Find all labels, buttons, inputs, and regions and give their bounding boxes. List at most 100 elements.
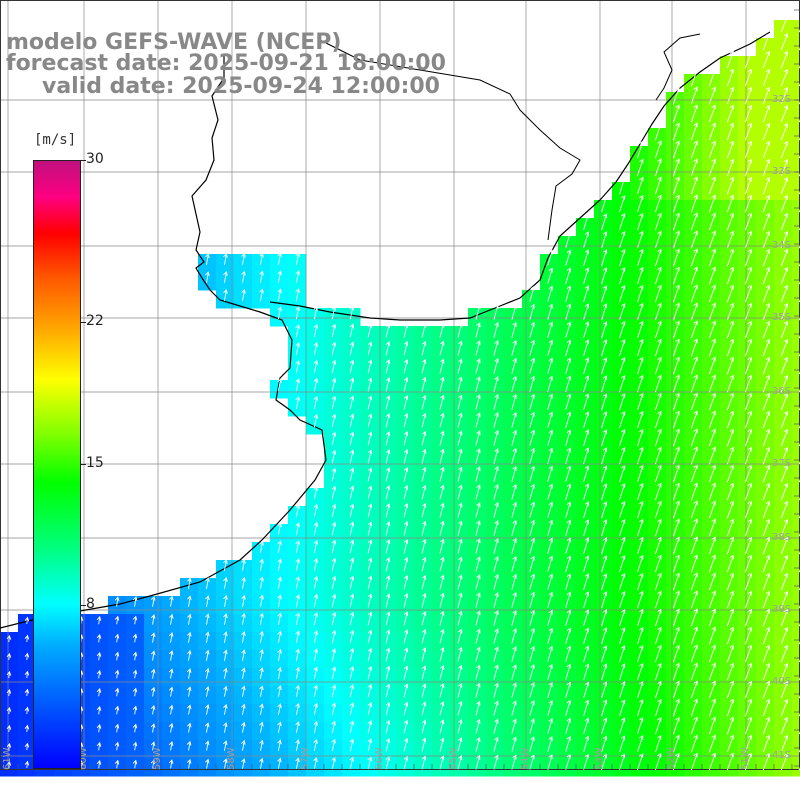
wind-arrow xyxy=(493,574,499,590)
wind-arrow xyxy=(313,377,318,392)
wind-arrow xyxy=(654,212,662,231)
wind-cell xyxy=(540,632,559,651)
wind-cell xyxy=(522,632,541,651)
wind-cell xyxy=(612,344,631,363)
wind-arrow xyxy=(780,159,789,177)
wind-cell xyxy=(720,254,739,273)
wind-arrow xyxy=(439,646,445,662)
wind-arrow xyxy=(780,393,789,411)
wind-cell xyxy=(684,668,703,687)
wind-arrow xyxy=(619,410,626,429)
wind-cell xyxy=(738,164,757,183)
wind-cell xyxy=(288,524,307,543)
wind-cell xyxy=(720,182,739,201)
wind-arrow xyxy=(259,630,264,643)
wind-cell xyxy=(702,740,721,759)
wind-arrow xyxy=(295,576,300,590)
wind-arrow xyxy=(187,631,192,643)
wind-cell xyxy=(270,758,289,777)
wind-cell xyxy=(360,326,379,345)
wind-cell xyxy=(270,272,289,291)
wind-cell xyxy=(792,110,800,129)
wind-arrow xyxy=(529,609,535,626)
wind-cell xyxy=(630,236,649,255)
wind-cell xyxy=(252,614,271,633)
wind-cell xyxy=(756,632,775,651)
wind-arrow xyxy=(277,306,282,320)
wind-arrow xyxy=(331,702,336,716)
wind-cell xyxy=(684,290,703,309)
wind-arrow xyxy=(726,356,734,375)
wind-arrow xyxy=(654,428,662,447)
wind-arrow xyxy=(565,627,571,644)
wind-cell xyxy=(792,308,800,327)
wind-arrow xyxy=(780,105,789,123)
wind-cell xyxy=(432,344,451,363)
wind-arrow xyxy=(475,448,481,464)
wind-cell xyxy=(360,434,379,453)
wind-cell xyxy=(414,668,433,687)
wind-arrow xyxy=(565,519,571,537)
wind-arrow xyxy=(780,735,789,753)
wind-cell xyxy=(522,542,541,561)
wind-arrow xyxy=(672,176,680,195)
wind-cell xyxy=(666,272,685,291)
wind-arrow xyxy=(475,394,481,410)
wind-cell xyxy=(486,470,505,489)
wind-arrow xyxy=(762,176,770,195)
wind-cell xyxy=(630,470,649,489)
wind-arrow xyxy=(708,122,716,141)
wind-arrow xyxy=(672,464,680,483)
wind-cell xyxy=(234,668,253,687)
wind-arrow xyxy=(421,683,427,698)
wind-arrow xyxy=(672,608,680,627)
wind-arrow xyxy=(565,447,571,465)
wind-arrow xyxy=(223,613,228,625)
wind-cell xyxy=(630,164,649,183)
wind-arrow xyxy=(636,158,644,177)
wind-cell xyxy=(720,506,739,525)
wind-arrow xyxy=(672,482,680,501)
wind-cell xyxy=(342,362,361,381)
wind-arrow xyxy=(529,465,535,482)
wind-arrow xyxy=(403,647,409,662)
wind-cell xyxy=(738,506,757,525)
wind-cell xyxy=(414,578,433,597)
wind-arrow xyxy=(690,644,698,663)
wind-arrow xyxy=(565,591,571,609)
wind-cell xyxy=(666,236,685,255)
wind-cell xyxy=(288,722,307,741)
wind-cell xyxy=(288,758,307,777)
wind-cell xyxy=(684,146,703,165)
wind-cell xyxy=(756,272,775,291)
wind-cell xyxy=(720,398,739,417)
wind-arrow xyxy=(493,358,499,374)
latitude-label: 41S xyxy=(772,750,792,761)
wind-arrow xyxy=(726,734,734,753)
colorbar-tick-label: 8 xyxy=(86,596,95,613)
wind-arrow xyxy=(619,753,626,771)
wind-cell xyxy=(342,452,361,471)
wind-arrow xyxy=(637,410,644,429)
wind-cell xyxy=(198,254,217,273)
wind-arrow xyxy=(205,685,210,697)
wind-arrow xyxy=(547,591,553,608)
wind-cell xyxy=(666,452,685,471)
wind-cell xyxy=(414,722,433,741)
wind-arrow xyxy=(601,483,608,501)
wind-arrow xyxy=(313,575,318,590)
wind-cell xyxy=(468,470,487,489)
wind-cell xyxy=(720,416,739,435)
wind-arrow xyxy=(439,538,445,554)
wind-arrow xyxy=(331,431,336,446)
wind-cell xyxy=(612,578,631,597)
wind-arrow xyxy=(439,412,445,428)
wind-cell xyxy=(324,614,343,633)
wind-cell xyxy=(306,614,325,633)
wind-arrow xyxy=(654,572,662,591)
wind-cell xyxy=(594,488,613,507)
wind-cell xyxy=(684,74,703,93)
wind-cell xyxy=(396,650,415,669)
wind-arrow xyxy=(367,611,373,626)
colorbar-tick-label: 15 xyxy=(86,454,104,471)
